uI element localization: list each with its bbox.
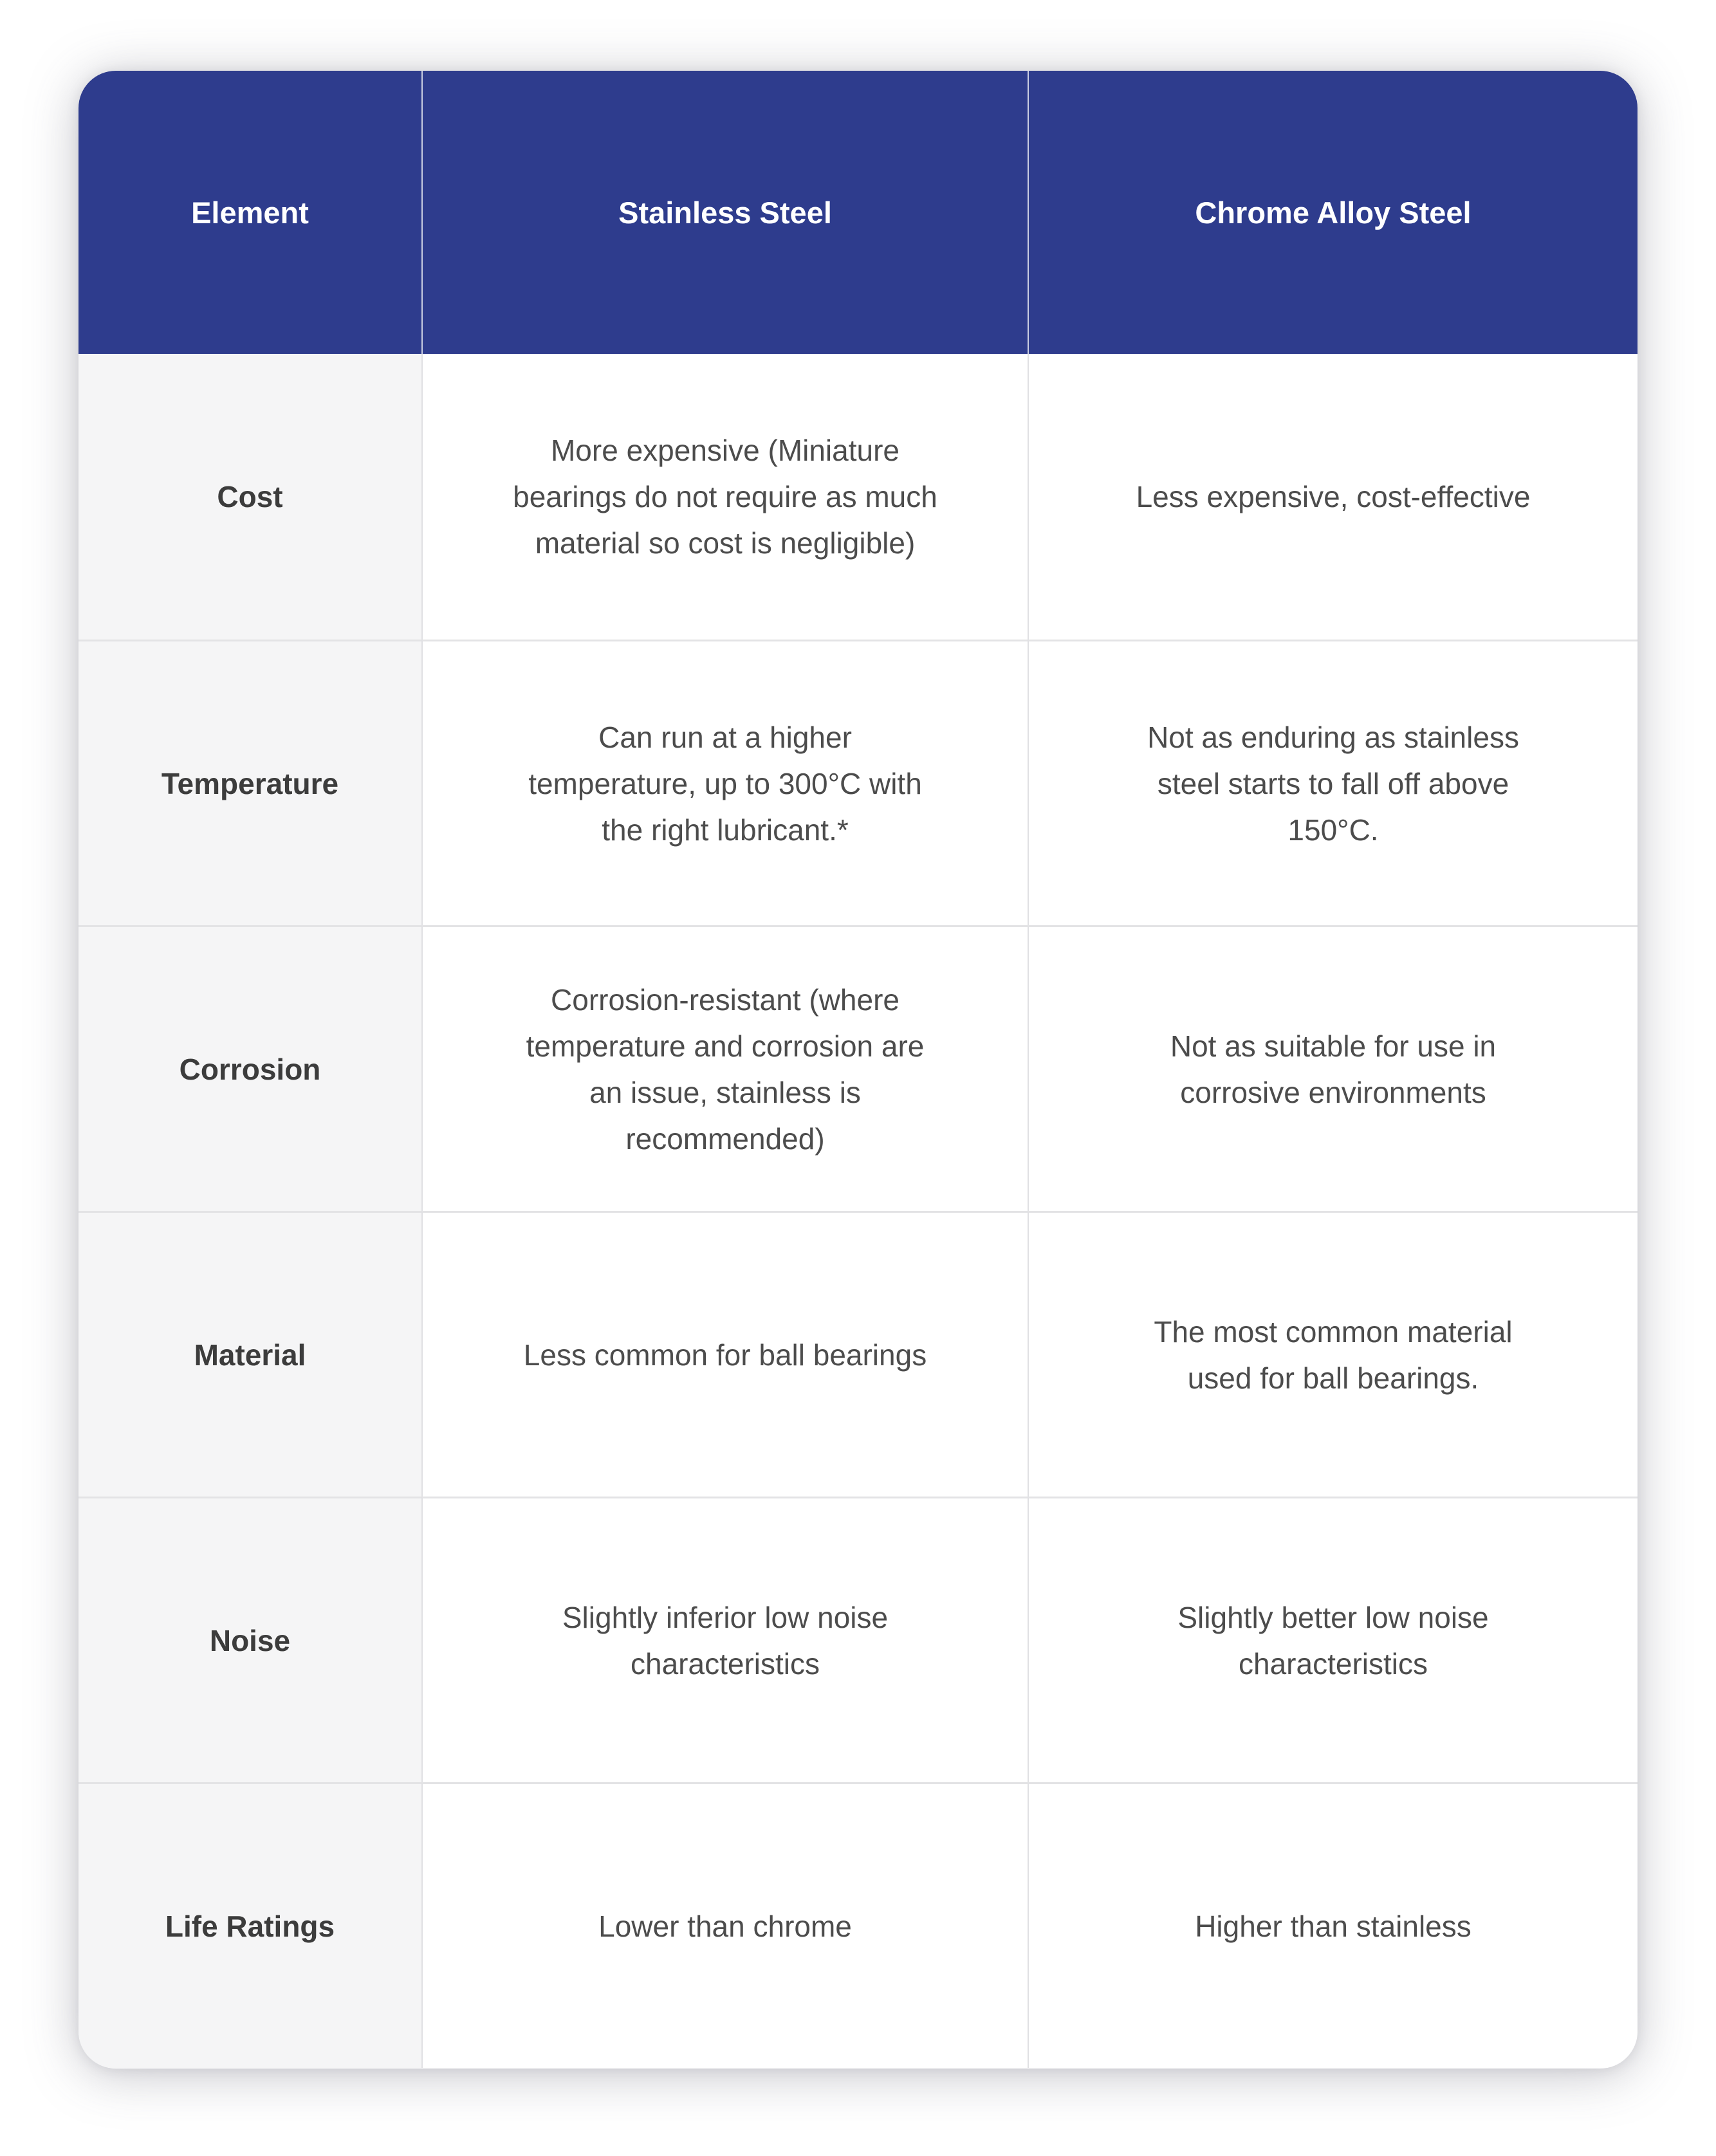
row-label-corrosion: Corrosion [78,925,421,1211]
cell-temperature-chrome: Not as enduring as stainless steel start… [1028,640,1638,925]
cell-noise-stainless: Slightly inferior low noise characterist… [421,1497,1028,1782]
row-label-cost: Cost [78,354,421,640]
column-header-chrome-alloy-steel: Chrome Alloy Steel [1028,71,1638,354]
cell-noise-chrome: Slightly better low noise characteristic… [1028,1497,1638,1782]
cell-cost-chrome: Less expensive, cost-effective [1028,354,1638,640]
cell-corrosion-stainless: Corrosion-resistant (where temperature a… [421,925,1028,1211]
cell-cost-stainless: More expensive (Miniature bearings do no… [421,354,1028,640]
row-label-material: Material [78,1211,421,1497]
cell-temperature-stainless: Can run at a higher temperature, up to 3… [421,640,1028,925]
cell-life-ratings-chrome: Higher than stainless [1028,1782,1638,2068]
column-header-element: Element [78,71,421,354]
comparison-table-card: Element Stainless Steel Chrome Alloy Ste… [78,71,1638,2068]
column-header-stainless-steel: Stainless Steel [421,71,1028,354]
cell-life-ratings-stainless: Lower than chrome [421,1782,1028,2068]
cell-material-stainless: Less common for ball bearings [421,1211,1028,1497]
cell-corrosion-chrome: Not as suitable for use in corrosive env… [1028,925,1638,1211]
row-label-temperature: Temperature [78,640,421,925]
row-label-life-ratings: Life Ratings [78,1782,421,2068]
row-label-noise: Noise [78,1497,421,1782]
cell-material-chrome: The most common material used for ball b… [1028,1211,1638,1497]
comparison-table: Element Stainless Steel Chrome Alloy Ste… [78,71,1638,2068]
